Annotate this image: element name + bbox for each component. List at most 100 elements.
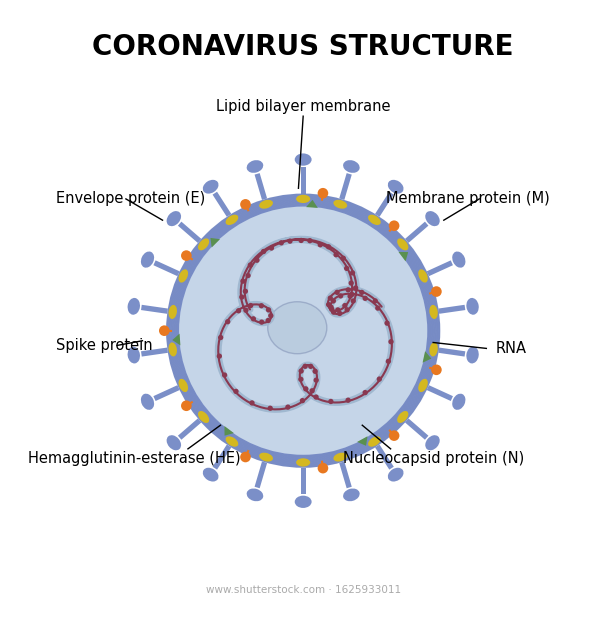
Circle shape [303,386,308,391]
Circle shape [338,293,343,299]
Ellipse shape [226,436,238,446]
Circle shape [236,308,241,314]
Circle shape [181,401,191,411]
Ellipse shape [452,252,466,268]
Ellipse shape [295,495,311,508]
Circle shape [334,252,339,257]
Circle shape [335,308,341,312]
Polygon shape [405,221,428,243]
Text: Hemagglutinin-esterase (HE): Hemagglutinin-esterase (HE) [28,451,241,466]
Ellipse shape [452,394,466,410]
Circle shape [334,290,340,295]
Circle shape [386,358,391,364]
Ellipse shape [334,453,347,461]
Polygon shape [172,334,181,345]
Polygon shape [375,192,394,217]
Circle shape [240,278,245,284]
Circle shape [239,294,244,299]
Circle shape [268,405,273,411]
Ellipse shape [259,200,273,209]
Circle shape [218,335,223,340]
Circle shape [222,373,227,378]
Circle shape [181,250,191,261]
Circle shape [259,319,265,325]
Ellipse shape [296,458,310,467]
Circle shape [344,307,350,312]
Circle shape [347,294,353,299]
Ellipse shape [141,394,154,410]
Circle shape [254,257,260,263]
Polygon shape [427,385,453,401]
Polygon shape [301,167,306,193]
Text: Spike protein: Spike protein [56,338,153,353]
Circle shape [328,296,333,301]
Ellipse shape [203,180,218,193]
Polygon shape [212,192,231,217]
Polygon shape [306,200,318,208]
Circle shape [313,394,319,400]
Ellipse shape [388,180,404,193]
Circle shape [350,298,356,304]
Polygon shape [405,418,428,440]
Circle shape [375,306,380,311]
Polygon shape [178,221,202,243]
Ellipse shape [418,269,428,283]
Circle shape [359,290,364,295]
Circle shape [389,221,400,231]
Polygon shape [154,260,179,276]
Circle shape [298,368,304,374]
Circle shape [341,255,346,261]
Circle shape [245,273,251,278]
Ellipse shape [268,302,327,354]
Text: Nucleocapsid protein (N): Nucleocapsid protein (N) [343,451,524,466]
Polygon shape [427,260,453,276]
Ellipse shape [430,342,438,356]
Circle shape [373,298,378,304]
Polygon shape [398,252,408,262]
Ellipse shape [388,467,404,482]
Polygon shape [439,305,466,314]
Polygon shape [339,461,352,488]
Polygon shape [301,467,306,494]
Ellipse shape [169,305,177,319]
Ellipse shape [343,160,359,173]
Polygon shape [212,445,231,469]
Polygon shape [254,461,267,488]
Ellipse shape [128,298,140,315]
Circle shape [331,309,336,315]
Ellipse shape [296,195,310,203]
Circle shape [251,316,256,322]
Circle shape [317,463,328,474]
Circle shape [385,321,390,326]
Circle shape [240,199,251,210]
Ellipse shape [430,305,438,319]
Circle shape [259,303,264,308]
Circle shape [431,286,442,297]
Circle shape [266,318,271,323]
Circle shape [346,397,351,403]
Circle shape [287,239,293,244]
Circle shape [266,307,271,312]
Ellipse shape [466,298,479,315]
Circle shape [313,369,318,374]
Polygon shape [439,348,466,356]
Polygon shape [339,173,352,200]
Circle shape [248,262,253,268]
Text: www.shutterstock.com · 1625933011: www.shutterstock.com · 1625933011 [206,585,401,595]
Ellipse shape [466,347,479,363]
Ellipse shape [247,160,263,173]
Circle shape [225,319,230,324]
Polygon shape [357,436,368,446]
Circle shape [285,404,290,410]
Ellipse shape [397,411,409,423]
Ellipse shape [368,436,381,446]
Polygon shape [154,385,179,401]
Polygon shape [375,445,394,469]
Circle shape [308,364,313,369]
Circle shape [261,249,266,254]
Ellipse shape [167,435,181,450]
Circle shape [310,388,315,394]
Ellipse shape [198,238,209,250]
Circle shape [326,302,331,308]
Circle shape [349,292,355,297]
